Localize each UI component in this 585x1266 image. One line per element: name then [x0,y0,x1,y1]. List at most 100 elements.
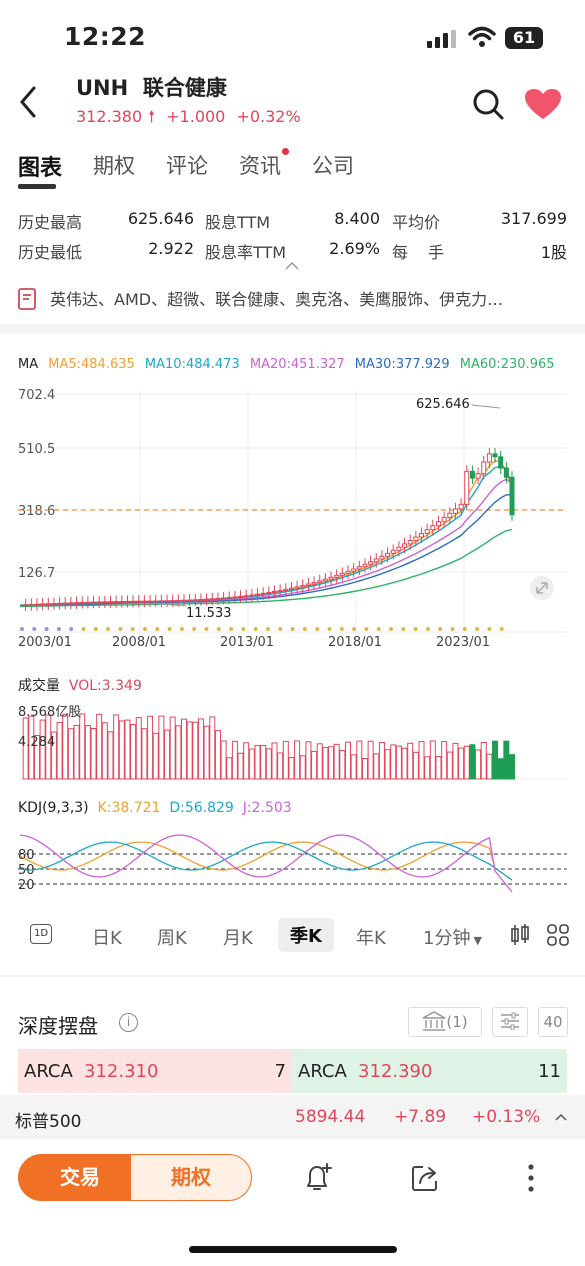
candle [356,566,362,570]
ma30-value: MA30:377.929 [354,357,450,372]
volume-bar [367,740,374,780]
candle [204,598,210,601]
stock-name: 联合健康 [142,76,227,100]
volume-bar [158,715,165,780]
volume-bar [45,714,52,780]
event-dot [475,627,480,631]
more-vertical-icon[interactable] [527,1163,535,1193]
candle [249,594,255,597]
volume-bar [458,747,465,780]
volume-bar [84,725,91,780]
volume-bar [260,745,267,780]
candle [402,543,408,548]
tab-news[interactable]: 资讯 [239,148,290,182]
tab-news-label: 资讯 [239,154,282,178]
ma5-line [19,459,513,606]
related-stocks-bar[interactable]: 英伟达、AMD、超微、联合健康、奥克洛、美鹰服饰、伊克力… [18,286,578,310]
back-icon[interactable] [18,86,38,118]
ma5-value: MA5:484.635 [48,357,135,372]
period-day[interactable]: 日K [92,928,122,949]
tab-company[interactable]: 公司 [312,154,355,178]
candle [447,512,453,519]
alert-bell-icon[interactable] [302,1162,334,1194]
event-dot [253,627,258,631]
event-dot [302,627,307,631]
section-divider-2 [0,975,585,977]
candle [23,604,29,607]
candle [243,595,249,598]
bid-exchange: ARCA [24,1061,73,1082]
volume-bar [62,713,69,780]
candlestick-icon[interactable] [510,924,530,946]
volume-bar [463,745,470,780]
stat-lot-value: 1股 [540,243,567,262]
volume-bar [446,751,453,780]
bank-button[interactable]: (1) [408,1007,482,1037]
volume-bar [175,725,182,780]
settings-sliders-button[interactable] [492,1007,528,1037]
period-month[interactable]: 月K [223,928,253,949]
tab-comments[interactable]: 评论 [166,154,209,178]
kdj-tick-50: 50 [18,863,35,878]
period-minute[interactable]: 1分钟 ▼ [423,924,482,950]
depth-level-button[interactable]: 40 [538,1007,568,1037]
tab-options[interactable]: 期权 [93,154,136,178]
info-icon[interactable]: i [119,1013,138,1032]
expand-up-chevron-icon[interactable] [555,1113,567,1121]
depth-title: 深度摆盘 [18,1014,98,1038]
calendar-1d-icon[interactable]: 1D [30,924,52,944]
index-ticker-bar[interactable]: 标普500 5894.44 +7.89 +0.13% [0,1095,585,1139]
search-icon[interactable] [472,88,504,120]
volume-bar [407,742,414,780]
candle [79,601,85,604]
volume-bar [141,728,148,780]
volume-bar [412,751,419,780]
bid-price: 312.310 [84,1061,159,1082]
volume-bar [356,740,363,780]
volume-bar [192,721,199,780]
candle [413,536,419,542]
event-dot [118,627,123,631]
candle [136,600,142,603]
grid-icon[interactable] [547,924,569,946]
annotation-low: 11.533 [186,606,232,621]
volume-bar [441,741,448,780]
candle [85,601,91,604]
volume-bar [311,750,318,780]
candle [441,517,447,523]
candle [305,583,311,586]
tab-chart[interactable]: 图表 [18,150,62,189]
period-quarter[interactable]: 季K [278,918,334,952]
volume-chart[interactable]: 8.568亿股 4.284 [0,698,585,782]
volume-bar [288,757,295,780]
stat-lot-label-1: 每 [392,243,409,262]
volume-bar [384,749,391,780]
kdj-chart[interactable]: 80 50 20 [0,824,585,902]
volume-bar [305,741,312,780]
event-dot [290,627,295,631]
kdj-tick-80: 80 [18,848,35,863]
period-week[interactable]: 周K [157,928,187,949]
candle [232,596,238,599]
event-dot [56,627,61,631]
share-icon[interactable] [410,1163,440,1193]
candle [130,600,136,603]
candle [226,596,232,599]
options-button[interactable]: 期权 [130,1154,252,1201]
candle [294,586,300,589]
period-year[interactable]: 年K [356,928,386,949]
collapse-chevron-icon[interactable] [285,262,299,270]
volume-bar [79,713,86,780]
bid-row: ARCA 312.310 7 [18,1049,292,1093]
volume-bar [197,718,204,780]
volume-bar [435,756,442,780]
event-dot [81,627,86,631]
volume-bar [395,745,402,780]
trade-button[interactable]: 交易 [18,1154,142,1201]
price-chart[interactable]: 702.4 510.5 318.6 126.7 625.646 11.533 2… [0,380,585,660]
volume-bar [333,743,340,780]
favorite-heart-icon[interactable] [524,88,562,120]
bank-icon [423,1011,446,1031]
event-dot [352,627,357,631]
candle [481,461,487,475]
